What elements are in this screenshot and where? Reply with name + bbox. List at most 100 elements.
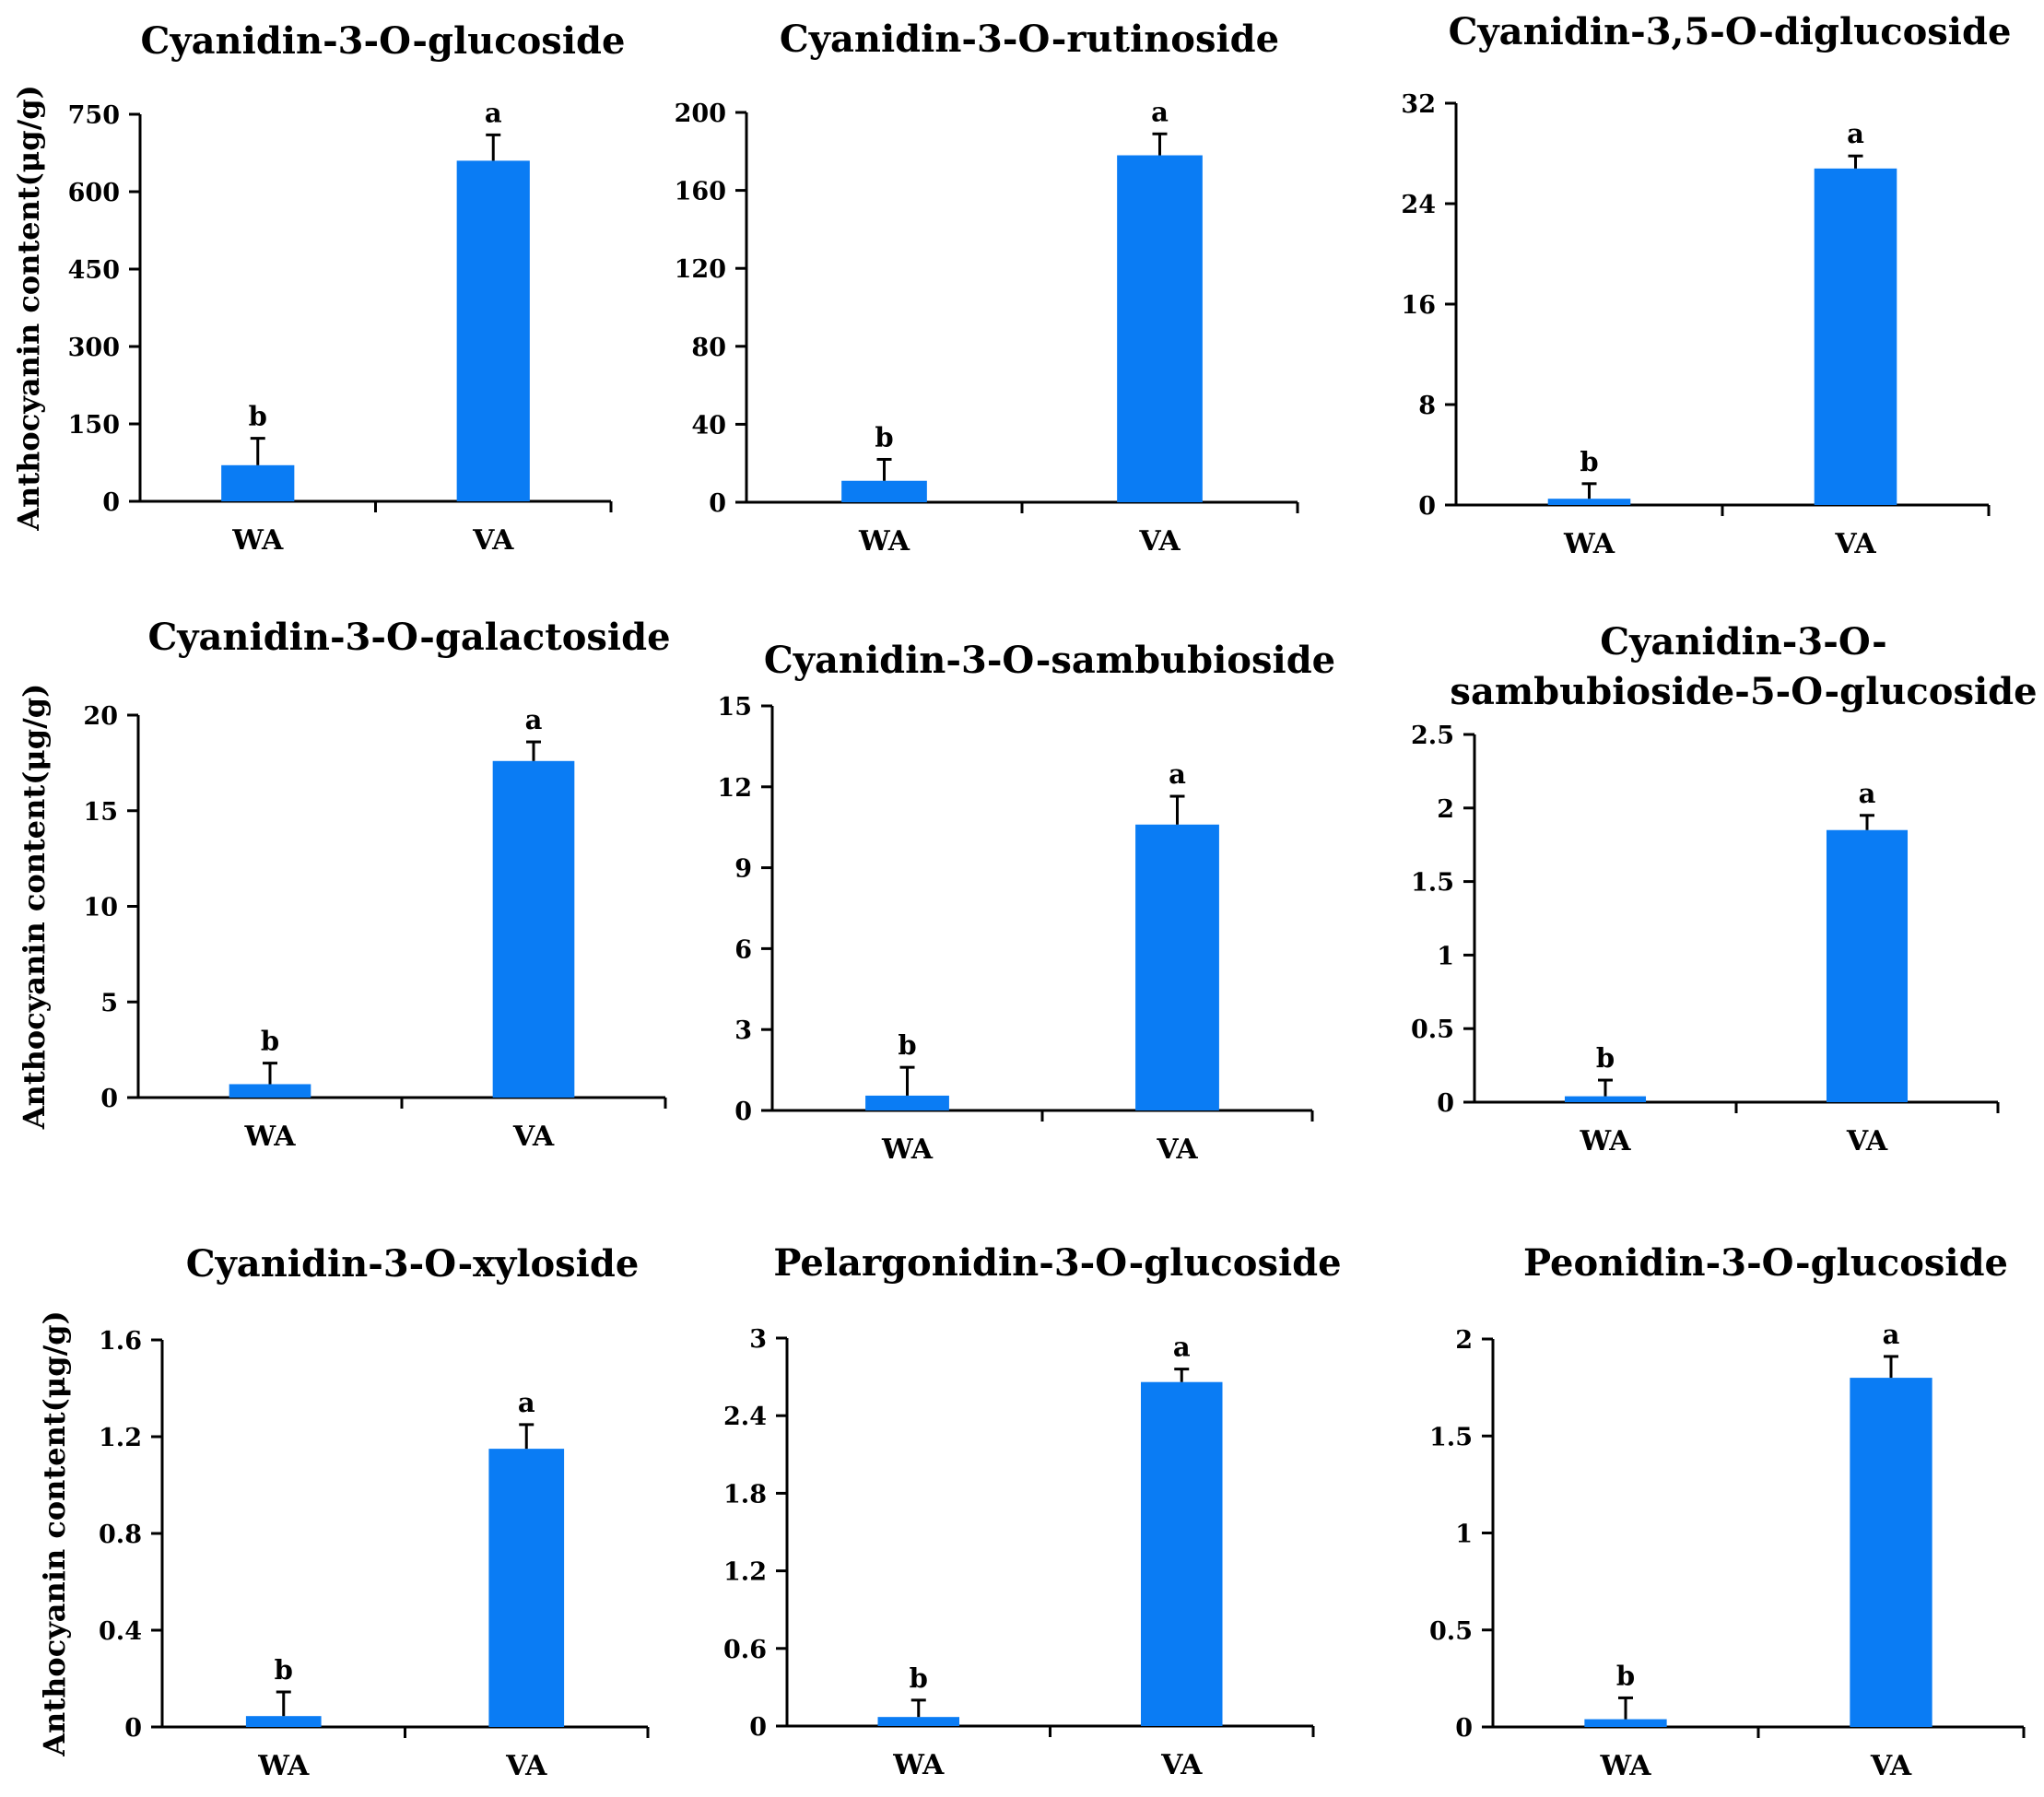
y-tick-label: 0 <box>100 1085 118 1113</box>
y-axis-label: Anthocyanin content(μg/g) <box>11 85 46 532</box>
y-tick-label: 1.2 <box>723 1558 767 1587</box>
y-tick-label: 0 <box>749 1713 767 1742</box>
x-category-label: VA <box>1138 525 1181 558</box>
y-tick-label: 300 <box>68 334 120 362</box>
bar-wa <box>229 1084 311 1098</box>
y-tick-label: 8 <box>1418 392 1436 420</box>
chart-title: Cyanidin-3-O-sambubioside <box>764 639 1335 682</box>
y-tick-label: 0 <box>709 489 726 518</box>
chart-title: Cyanidin-3-O- <box>1600 620 1886 664</box>
y-tick-label: 1.5 <box>1429 1423 1473 1451</box>
x-category-label: WA <box>1599 1750 1651 1782</box>
significance-letter: b <box>910 1662 928 1694</box>
significance-letter: a <box>525 704 543 735</box>
y-tick-label: 15 <box>83 798 118 827</box>
bar-wa <box>1584 1719 1667 1727</box>
x-category-label: VA <box>1156 1133 1198 1166</box>
y-tick-label: 450 <box>68 256 120 285</box>
significance-letter: a <box>1169 758 1186 790</box>
chart-title: Peonidin-3-O-glucoside <box>1523 1241 2008 1285</box>
y-tick-label: 40 <box>691 411 726 440</box>
y-tick-label: 0 <box>102 488 120 517</box>
y-tick-label: 120 <box>675 255 726 284</box>
bar-va <box>488 1449 565 1727</box>
y-tick-label: 12 <box>717 774 752 803</box>
y-tick-label: 0.6 <box>723 1636 767 1664</box>
y-tick-label: 1 <box>1437 942 1454 970</box>
significance-letter: b <box>1596 1042 1615 1074</box>
significance-letter: b <box>275 1654 293 1685</box>
bar-wa <box>865 1095 949 1110</box>
x-category-label: VA <box>1870 1750 1912 1782</box>
x-category-label: WA <box>858 525 910 558</box>
chart-panel-3: Cyanidin-3,5-O-diglucoside 0 8 16 24 32 b WA a VA <box>1401 10 2011 560</box>
y-tick-label: 1.8 <box>723 1480 767 1509</box>
significance-letter: a <box>1883 1319 1900 1350</box>
chart-title: Cyanidin-3-O-glucoside <box>141 19 626 63</box>
y-tick-label: 5 <box>100 989 118 1017</box>
y-tick-label: 1.2 <box>99 1424 142 1452</box>
x-category-label: VA <box>1160 1749 1203 1781</box>
chart-panel-1: Cyanidin-3-O-glucoside 0 150 300 450 600 750 b W… <box>11 19 625 557</box>
bar-va <box>492 760 575 1098</box>
y-tick-label: 20 <box>83 702 118 731</box>
y-axis-label: Anthocyanin content(μg/g) <box>17 684 52 1131</box>
bar-va <box>1814 168 1897 505</box>
significance-letter: b <box>875 421 893 452</box>
y-axis-label: Anthocyanin content(μg/g) <box>37 1310 72 1757</box>
x-category-label: WA <box>892 1749 945 1781</box>
chart-title: Cyanidin-3-O-xyloside <box>186 1242 640 1286</box>
y-tick-label: 0.5 <box>1429 1617 1473 1646</box>
y-tick-label: 1.6 <box>99 1327 142 1356</box>
bar-va <box>1117 155 1203 502</box>
x-category-label: WA <box>231 524 284 557</box>
significance-letter: b <box>1580 446 1598 477</box>
x-category-label: VA <box>1846 1125 1888 1157</box>
significance-letter: a <box>518 1387 535 1418</box>
x-category-label: VA <box>512 1121 555 1153</box>
bar-wa <box>1564 1096 1647 1102</box>
y-tick-label: 15 <box>717 693 752 722</box>
y-tick-label: 0.4 <box>99 1617 142 1646</box>
y-tick-label: 32 <box>1401 90 1436 119</box>
y-tick-label: 10 <box>83 894 118 922</box>
chart-title: Cyanidin-3,5-O-diglucoside <box>1449 10 2012 53</box>
chart-panel-2: Cyanidin-3-O-rutinoside 0 40 80 120 160 200 b WA… <box>675 18 1299 558</box>
y-tick-label: 2 <box>1455 1326 1473 1355</box>
y-tick-label: 200 <box>675 100 726 128</box>
x-category-label: WA <box>1563 528 1615 560</box>
chart-title: Cyanidin-3-O-rutinoside <box>780 18 1279 61</box>
y-tick-label: 2.4 <box>723 1403 767 1431</box>
bar-wa <box>877 1717 960 1726</box>
y-tick-label: 750 <box>68 101 120 130</box>
bar-va <box>456 160 530 501</box>
chart-panel-5: Cyanidin-3-O-sambubioside 0 3 6 9 12 15 b WA a VA <box>717 639 1335 1166</box>
y-tick-label: 24 <box>1401 191 1436 219</box>
x-category-label: VA <box>505 1750 547 1782</box>
bar-va <box>1826 829 1909 1102</box>
x-category-label: VA <box>472 524 514 557</box>
y-tick-label: 600 <box>68 179 120 207</box>
significance-letter: b <box>898 1029 916 1061</box>
bar-va <box>1140 1381 1223 1726</box>
chart-title: Pelargonidin-3-O-glucoside <box>773 1241 1341 1285</box>
significance-letter: a <box>485 97 502 128</box>
y-tick-label: 0 <box>734 1098 752 1126</box>
y-tick-label: 0 <box>1455 1714 1473 1743</box>
y-tick-label: 3 <box>749 1325 767 1354</box>
y-tick-label: 0 <box>124 1714 142 1743</box>
significance-letter: a <box>1859 778 1876 809</box>
chart-title: Cyanidin-3-O-galactoside <box>147 616 670 659</box>
y-tick-label: 0 <box>1437 1089 1454 1118</box>
y-tick-label: 6 <box>734 935 752 964</box>
significance-letter: a <box>1173 1332 1191 1363</box>
significance-letter: a <box>1151 96 1169 127</box>
y-tick-label: 2.5 <box>1411 722 1454 750</box>
chart-panel-4: Cyanidin-3-O-galactoside 0 5 10 15 20 b WA a VA An… <box>17 616 671 1153</box>
y-tick-label: 80 <box>691 334 726 362</box>
y-tick-label: 2 <box>1437 795 1454 824</box>
significance-letter: a <box>1847 118 1864 149</box>
bar-va <box>1135 824 1219 1110</box>
x-category-label: VA <box>1834 528 1876 560</box>
